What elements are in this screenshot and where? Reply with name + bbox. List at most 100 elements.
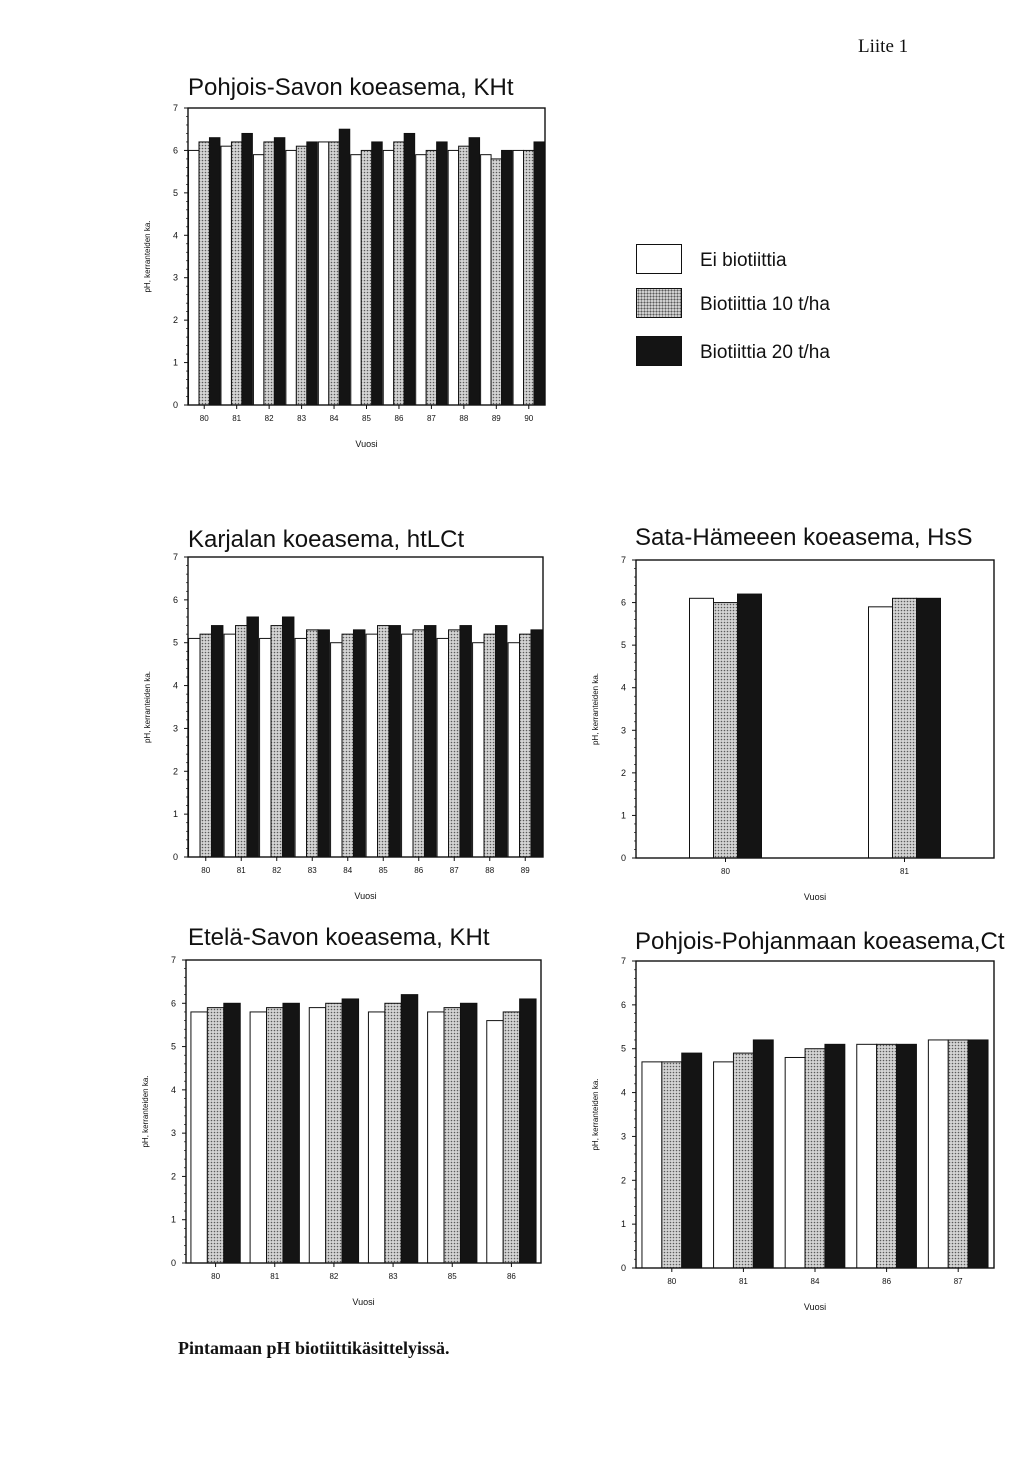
y-tick-label: 1 xyxy=(171,1215,176,1225)
bar-series-biotiittia-10 xyxy=(947,1039,969,1269)
y-tick-label: 1 xyxy=(173,809,178,819)
x-tick-label: 86 xyxy=(507,1272,516,1281)
y-tick-label: 6 xyxy=(621,1000,626,1010)
legend: Ei biotiittia Biotiittia 10 t/ha Biotiit… xyxy=(634,244,894,374)
plot-frame xyxy=(635,559,995,859)
chart-title-etela-savon: Etelä-Savon koeasema, KHt xyxy=(188,924,490,951)
x-tick-label: 89 xyxy=(521,866,530,875)
y-tick-label: 7 xyxy=(171,955,176,965)
x-tick-label: 85 xyxy=(448,1272,457,1281)
bar-series-biotiittia-10 xyxy=(713,602,738,859)
x-tick-label: 82 xyxy=(265,414,274,423)
x-axis-label: Vuosi xyxy=(352,1297,374,1307)
bar-series-biotiittia-20 xyxy=(824,1043,846,1269)
x-tick-label: 81 xyxy=(900,867,909,876)
y-tick-label: 1 xyxy=(173,358,178,368)
legend-label: Biotiittia 10 t/ha xyxy=(700,294,830,315)
y-tick-label: 2 xyxy=(621,1175,626,1185)
y-tick-label: 0 xyxy=(173,400,178,410)
x-tick-label: 88 xyxy=(459,414,468,423)
x-tick-label: 81 xyxy=(232,414,241,423)
y-tick-label: 4 xyxy=(173,230,178,240)
chart-title-pohjois-pohjanmaan: Pohjois-Pohjanmaan koeasema,Ct xyxy=(635,928,1005,955)
x-tick-label: 90 xyxy=(524,414,533,423)
bar-series-biotiittia-10 xyxy=(804,1048,826,1269)
x-tick-label: 83 xyxy=(297,414,306,423)
x-tick-label: 86 xyxy=(414,866,423,875)
plot-frame xyxy=(635,960,995,1269)
y-tick-label: 6 xyxy=(171,998,176,1008)
y-tick-label: 4 xyxy=(621,683,626,693)
bar-series-ei-biotiittia xyxy=(868,606,893,859)
bar-series-biotiittia-20 xyxy=(967,1039,989,1269)
x-tick-label: 86 xyxy=(395,414,404,423)
bar-series-ei-biotiittia xyxy=(856,1043,878,1269)
legend-item-biotiittia-20: Biotiittia 20 t/ha xyxy=(634,336,894,370)
y-tick-label: 6 xyxy=(173,145,178,155)
y-axis-label: pH, kerranteiden ka. xyxy=(143,671,152,743)
x-tick-label: 84 xyxy=(811,1277,820,1286)
x-tick-label: 81 xyxy=(739,1277,748,1286)
y-tick-label: 3 xyxy=(173,273,178,283)
y-tick-label: 7 xyxy=(621,555,626,565)
x-tick-label: 85 xyxy=(362,414,371,423)
bar-series-ei-biotiittia xyxy=(689,597,714,859)
page-label: Liite 1 xyxy=(858,36,909,57)
y-tick-label: 4 xyxy=(621,1088,626,1098)
y-tick-label: 2 xyxy=(171,1171,176,1181)
bar-series-ei-biotiittia xyxy=(784,1056,806,1269)
bar-series-biotiittia-20 xyxy=(737,593,762,859)
x-tick-label: 84 xyxy=(343,866,352,875)
chart-title-pohjois-savon: Pohjois-Savon koeasema, KHt xyxy=(188,74,514,101)
x-tick-label: 80 xyxy=(200,414,209,423)
y-tick-label: 7 xyxy=(173,103,178,113)
y-tick-label: 0 xyxy=(173,852,178,862)
y-tick-label: 0 xyxy=(621,1263,626,1273)
plot-frame xyxy=(187,107,546,406)
legend-item-biotiittia-10: Biotiittia 10 t/ha xyxy=(634,288,894,322)
bar-series-biotiittia-10 xyxy=(661,1061,683,1269)
x-tick-label: 88 xyxy=(485,866,494,875)
bar-series-biotiittia-20 xyxy=(752,1039,774,1269)
x-tick-label: 85 xyxy=(379,866,388,875)
legend-item-ei-biotiittia: Ei biotiittia xyxy=(634,244,894,278)
bar-series-biotiittia-10 xyxy=(892,597,917,859)
x-tick-label: 87 xyxy=(954,1277,963,1286)
plot-frame xyxy=(185,959,542,1264)
y-tick-label: 7 xyxy=(173,552,178,562)
x-tick-label: 89 xyxy=(492,414,501,423)
x-axis-label: Vuosi xyxy=(355,439,377,449)
y-tick-label: 3 xyxy=(621,725,626,735)
y-axis-label: pH, kerranteiden ka. xyxy=(143,220,152,292)
y-axis-label: pH, kerranteiden ka. xyxy=(591,673,600,745)
x-tick-label: 81 xyxy=(237,866,246,875)
y-tick-label: 0 xyxy=(171,1258,176,1268)
y-tick-label: 5 xyxy=(621,640,626,650)
legend-swatch-dots xyxy=(636,288,682,318)
x-tick-label: 86 xyxy=(882,1277,891,1286)
legend-label: Biotiittia 20 t/ha xyxy=(700,342,830,363)
caption: Pintamaan pH biotiittikäsittelyissä. xyxy=(178,1338,450,1358)
y-tick-label: 4 xyxy=(173,681,178,691)
y-tick-label: 1 xyxy=(621,810,626,820)
x-tick-label: 87 xyxy=(427,414,436,423)
x-tick-label: 80 xyxy=(667,1277,676,1286)
x-tick-label: 82 xyxy=(272,866,281,875)
legend-swatch-white xyxy=(636,244,682,274)
plot-frame xyxy=(187,556,544,858)
chart-title-sata-hameeen: Sata-Hämeeen koeasema, HsS xyxy=(635,524,973,551)
x-tick-label: 83 xyxy=(389,1272,398,1281)
x-tick-label: 82 xyxy=(329,1272,338,1281)
y-tick-label: 1 xyxy=(621,1219,626,1229)
x-axis-label: Vuosi xyxy=(804,892,826,902)
y-axis-label: pH, kerranteiden ka. xyxy=(591,1078,600,1150)
y-tick-label: 2 xyxy=(173,315,178,325)
y-tick-label: 5 xyxy=(171,1042,176,1052)
bar-series-ei-biotiittia xyxy=(641,1061,663,1269)
y-tick-label: 4 xyxy=(171,1085,176,1095)
y-tick-label: 5 xyxy=(621,1044,626,1054)
x-axis-label: Vuosi xyxy=(804,1302,826,1312)
